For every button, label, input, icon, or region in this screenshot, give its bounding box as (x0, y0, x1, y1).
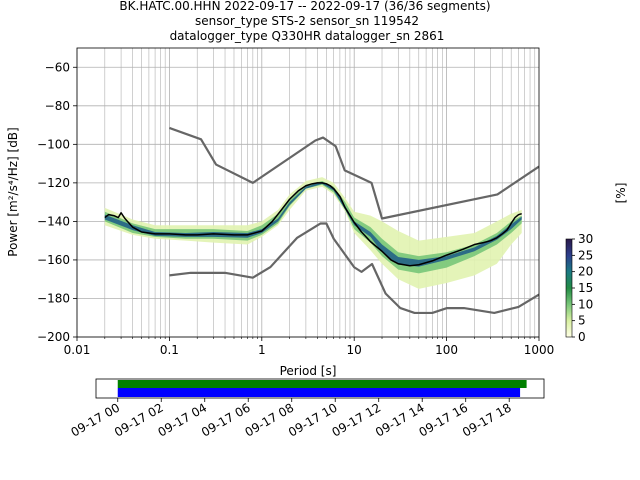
x-tick-label: 0.01 (64, 343, 91, 357)
nhnm-line (169, 126, 539, 220)
colorbar-gradient (565, 238, 573, 338)
y-tick-label: −140 (37, 214, 70, 228)
timeline-tick-label: 09-17 08 (243, 400, 297, 439)
timeline-tick-label: 09-17 16 (416, 400, 470, 439)
median-line (104, 182, 522, 267)
plot-frame (76, 47, 540, 338)
x-axis-ticks: 0.01 0.1 1 10 100 1000 (64, 337, 555, 357)
density-band (104, 181, 522, 267)
x-axis-label: Period [s] (280, 364, 337, 378)
colorbar-tick-label: 10 (578, 297, 593, 311)
nlnm-line (169, 222, 539, 315)
colorbar-ticks: 0 5 10 15 20 25 30 (572, 232, 593, 344)
y-tick-label: −180 (37, 291, 70, 305)
figure-title: BK.HATC.00.HHN 2022-09-17 -- 2022-09-17 … (119, 0, 490, 43)
timeline-tick-label: 09-17 10 (286, 400, 340, 439)
y-tick-label: −120 (37, 176, 70, 190)
grid (76, 48, 539, 338)
y-tick-label: −80 (45, 99, 70, 113)
x-tick-label: 100 (435, 343, 458, 357)
title-line-2: sensor_type STS-2 sensor_sn 119542 (195, 14, 419, 28)
timeline-tick-label: 09-17 12 (329, 400, 383, 439)
x-tick-label: 1 (258, 343, 266, 357)
median-series (104, 182, 522, 267)
ppsd-density (104, 177, 522, 289)
y-tick-label: −160 (37, 253, 70, 267)
timeline-tick-label: 09-17 04 (156, 400, 210, 439)
y-tick-label: −200 (37, 330, 70, 344)
timeline-tick-label: 09-17 06 (199, 400, 253, 439)
plot-area: 0.01 0.1 1 10 100 1000 −60 −80 −100 −120 −140 −160… (6, 47, 555, 378)
colorbar: 0 5 10 15 20 25 30 [%] (565, 183, 628, 344)
colorbar-tick-label: 25 (578, 248, 593, 262)
title-line-3: datalogger_type Q330HR datalogger_sn 286… (170, 29, 445, 43)
timeline-tick-label: 09-17 00 (69, 400, 123, 439)
y-tick-label: −100 (37, 137, 70, 151)
colorbar-tick-label: 15 (578, 281, 593, 295)
title-line-1: BK.HATC.00.HHN 2022-09-17 -- 2022-09-17 … (119, 0, 490, 13)
timeline-tick-label: 09-17 14 (373, 400, 427, 439)
y-axis-label: Power [m²/s⁴/Hz] [dB] (6, 127, 20, 256)
timeline-tick-label: 09-17 02 (112, 400, 166, 439)
noise-models (169, 126, 539, 315)
timeline-bar-blue (117, 388, 521, 397)
timeline-tick-label: 09-17 18 (460, 400, 514, 439)
colorbar-label: [%] (614, 183, 628, 204)
colorbar-tick-label: 30 (578, 232, 593, 246)
colorbar-tick-label: 20 (578, 265, 593, 279)
colorbar-tick-label: 5 (578, 314, 586, 328)
timeline-bar-green (117, 380, 527, 388)
x-tick-label: 1000 (524, 343, 555, 357)
x-tick-label: 0.1 (160, 343, 179, 357)
y-axis-ticks: −60 −80 −100 −120 −140 −160 −180 −200 (37, 60, 77, 344)
x-tick-label: 10 (347, 343, 362, 357)
colorbar-tick-label: 0 (578, 330, 586, 344)
y-tick-label: −60 (45, 60, 70, 74)
